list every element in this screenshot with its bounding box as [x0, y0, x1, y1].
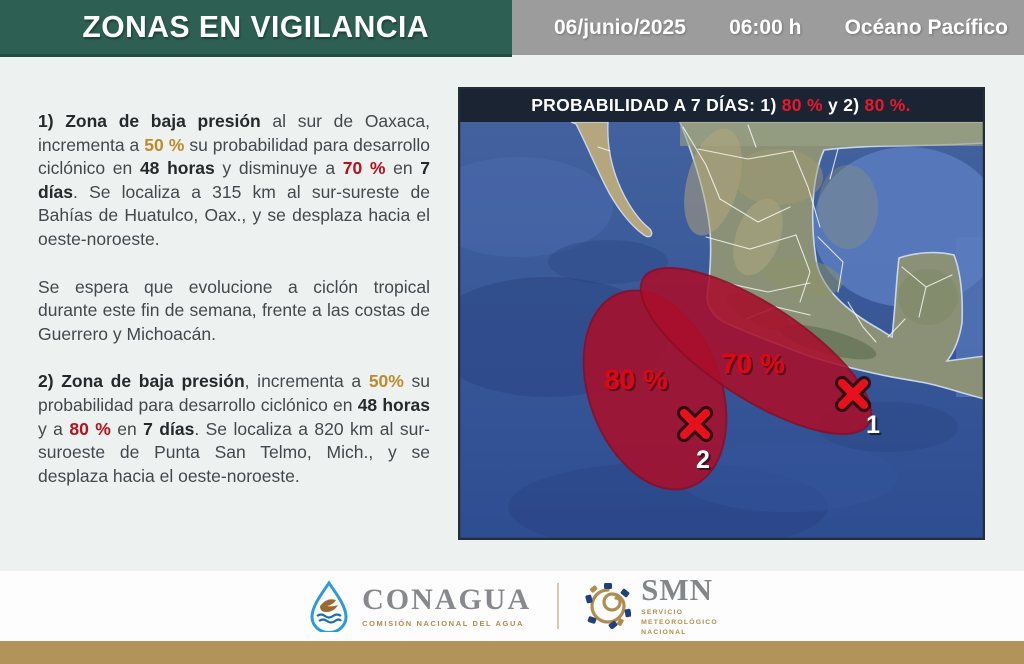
zone2-number-label: 2	[696, 446, 710, 474]
header-date: 06/junio/2025	[554, 15, 686, 39]
zone2-probability-label: 80 %	[604, 364, 668, 395]
zone2-x-marker-icon	[677, 406, 713, 442]
zone2-number-shadow: 2	[698, 448, 712, 476]
conagua-logo: CONAGUA COMISIÓN NACIONAL DEL AGUA	[306, 580, 531, 632]
zone1-paragraph: 1) Zona de baja presión al sur de Oaxaca…	[38, 111, 431, 249]
header-bar: ZONAS EN VIGILANCIA 06/junio/2025 06:00 …	[0, 0, 1024, 57]
satellite-map: ​ 80 % 80 % 70 % 70 % 1 1 2 2	[458, 87, 985, 540]
conagua-subtitle: COMISIÓN NACIONAL DEL AGUA	[362, 618, 524, 628]
header-time: 06:00 h	[729, 15, 802, 39]
probability-map: ​ 80 % 80 % 70 % 70 % 1 1 2 2	[458, 87, 985, 540]
state-borders	[597, 124, 953, 343]
header-region: Océano Pacífico	[844, 15, 1008, 39]
zone2-probability-shadow: 80 %	[606, 366, 670, 397]
zone1-probability-shadow: 70 %	[723, 350, 787, 381]
zone1-number-shadow: 1	[868, 413, 882, 441]
zone2-paragraph: 2) Zona de baja presión, incrementa a 50…	[38, 371, 430, 486]
smn-spiral-icon	[585, 583, 632, 629]
footer-divider	[557, 583, 560, 629]
zone1-number-label: 1	[866, 411, 880, 439]
bulletin-text: 1) Zona de baja presión al sur de Oaxaca…	[38, 110, 430, 512]
header-title-block: ZONAS EN VIGILANCIA	[0, 0, 512, 57]
banner-text: PROBABILIDAD A 7 DÍAS: 1) 80 % y 2) 80 %…	[531, 94, 911, 115]
smn-logo: SMN SERVICIO METEOROLÓGICO NACIONAL	[585, 574, 718, 639]
map-probability-banner: PROBABILIDAD A 7 DÍAS: 1) 80 % y 2) 80 %…	[458, 87, 985, 122]
header-meta-block: 06/junio/2025 06:00 h Océano Pacífico	[512, 0, 1024, 55]
zone1-x-marker-icon	[835, 376, 871, 412]
footer: CONAGUA COMISIÓN NACIONAL DEL AGUA	[0, 571, 1024, 641]
smn-wordmark: SMN	[641, 571, 713, 607]
page-title: ZONAS EN VIGILANCIA	[82, 9, 430, 44]
forecast-paragraph: Se espera que evolucione a ciclón tropic…	[38, 276, 430, 344]
footer-gold-bar	[0, 641, 1024, 664]
conagua-drop-icon	[310, 580, 348, 632]
conagua-wordmark: CONAGUA	[362, 582, 532, 616]
map-border	[458, 87, 985, 540]
smn-subtitle: SERVICIO METEOROLÓGICO NACIONAL	[641, 608, 718, 637]
zone1-probability-label: 70 %	[721, 348, 785, 379]
watch-zone-1-area	[639, 267, 873, 435]
